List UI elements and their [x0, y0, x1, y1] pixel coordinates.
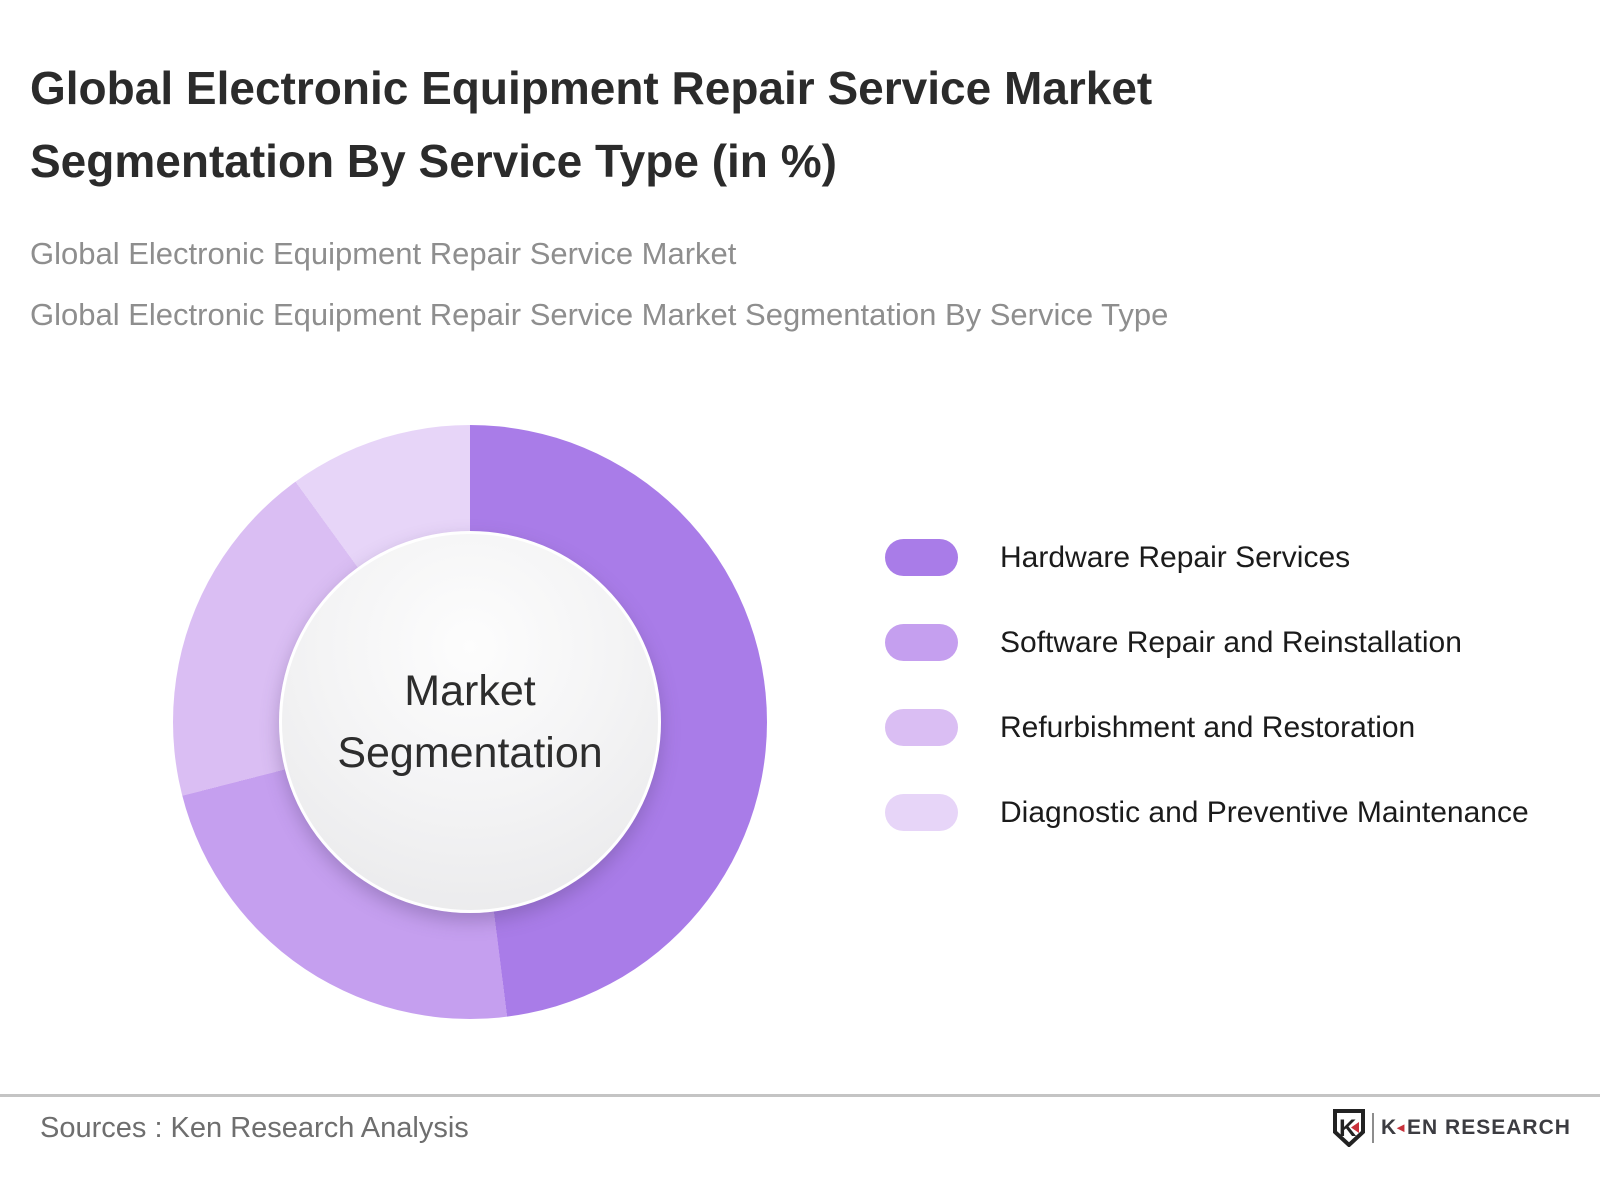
page-title-line-2: Segmentation By Service Type (in %)	[30, 135, 837, 187]
donut-center-label: Market Segmentation	[337, 667, 603, 777]
footer-divider	[0, 1094, 1600, 1097]
donut-center-circle: Market Segmentation	[279, 531, 661, 913]
legend-swatch	[885, 624, 958, 661]
subtitle-line-2: Global Electronic Equipment Repair Servi…	[30, 297, 1169, 332]
red-triangle-icon: ◄	[1394, 1120, 1409, 1135]
legend-label: Software Repair and Reinstallation	[1000, 625, 1462, 659]
page-title: Global Electronic Equipment Repair Servi…	[30, 52, 1360, 198]
svg-text:K: K	[1339, 1115, 1357, 1142]
legend-swatch	[885, 539, 958, 576]
page-title-line-1: Global Electronic Equipment Repair Servi…	[30, 62, 1153, 114]
red-triangle-icon	[1351, 1122, 1359, 1133]
legend-swatch	[885, 709, 958, 746]
legend-label: Hardware Repair Services	[1000, 540, 1351, 574]
ken-research-badge-icon: K	[1333, 1109, 1365, 1147]
legend-label: Diagnostic and Preventive Maintenance	[1000, 795, 1529, 829]
ken-research-logo: K K◄EN RESEARCH	[1332, 1108, 1571, 1148]
legend-item: Hardware Repair Services	[885, 539, 1350, 576]
logo-divider	[1372, 1113, 1374, 1143]
legend-label: Refurbishment and Restoration	[1000, 710, 1416, 744]
legend-item: Refurbishment and Restoration	[885, 709, 1415, 746]
sources-text: Sources : Ken Research Analysis	[40, 1112, 469, 1144]
legend-item: Software Repair and Reinstallation	[885, 624, 1462, 661]
logo-wordmark: K◄EN RESEARCH	[1381, 1116, 1571, 1139]
donut-chart: Market Segmentation	[173, 425, 767, 1019]
legend-item: Diagnostic and Preventive Maintenance	[885, 794, 1529, 831]
subtitle-line-1: Global Electronic Equipment Repair Servi…	[30, 236, 737, 271]
legend-swatch	[885, 794, 958, 831]
